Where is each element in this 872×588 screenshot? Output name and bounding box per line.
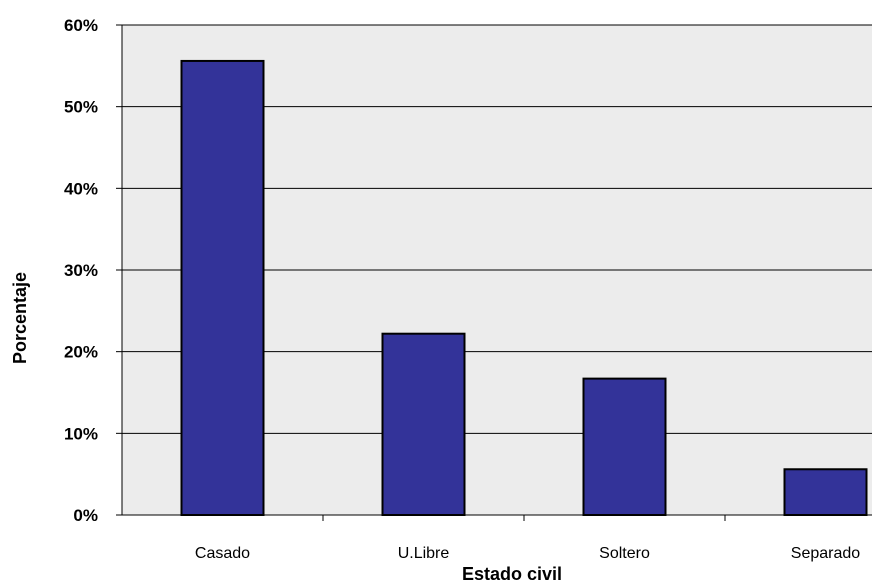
y-tick-label: 40%	[64, 179, 98, 198]
y-tick-label: 0%	[73, 506, 98, 525]
x-tick-label: Soltero	[599, 545, 650, 562]
x-tick-label: U.Libre	[398, 545, 450, 562]
bar-casado	[180, 59, 265, 517]
y-axis-tick-labels: 0% 10% 20% 30% 40% 50% 60%	[64, 16, 98, 525]
y-tick-label: 20%	[64, 343, 98, 362]
bar-separado	[783, 468, 868, 516]
x-axis-title: Estado civil	[462, 564, 562, 583]
x-tick-label: Casado	[195, 545, 250, 562]
y-axis-title: Porcentaje	[10, 272, 30, 364]
axes	[116, 24, 872, 521]
bars	[180, 59, 868, 517]
y-tick-label: 10%	[64, 424, 98, 443]
y-tick-label: 60%	[64, 16, 98, 35]
y-tick-label: 50%	[64, 98, 98, 117]
bar-soltero	[582, 377, 667, 516]
x-tick-label: Separado	[791, 545, 860, 562]
bar-u-libre	[381, 332, 466, 517]
y-tick-label: 30%	[64, 261, 98, 280]
x-axis-tick-labels: Casado U.Libre Soltero Separado	[195, 545, 860, 562]
